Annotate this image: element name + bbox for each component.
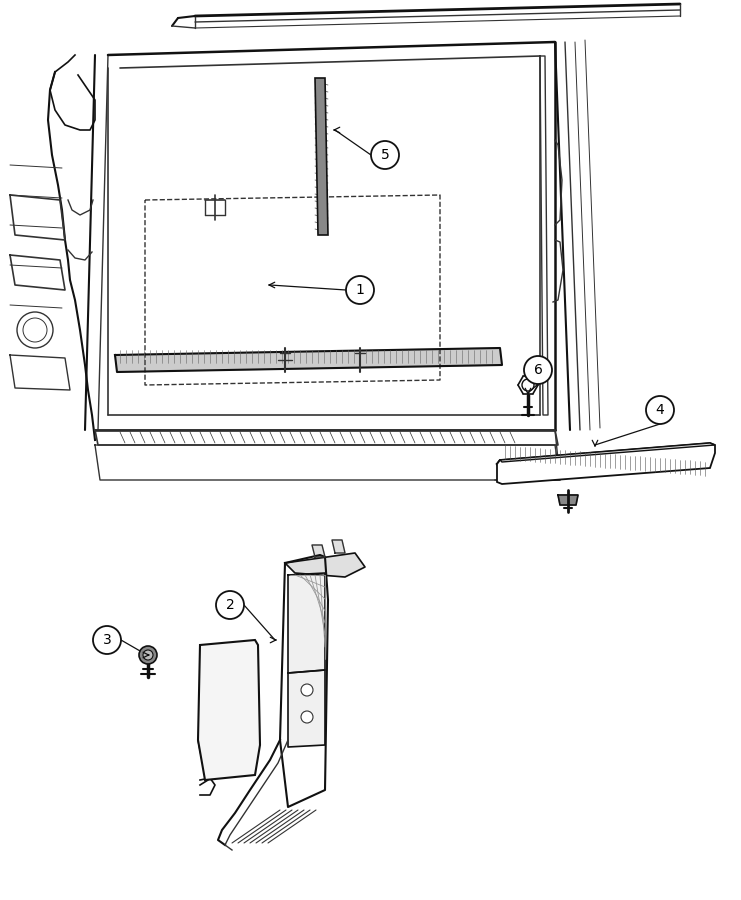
Polygon shape	[198, 640, 260, 780]
Text: 1: 1	[356, 283, 365, 297]
Text: 4: 4	[656, 403, 665, 417]
Circle shape	[524, 356, 552, 384]
Text: 6: 6	[534, 363, 542, 377]
Circle shape	[93, 626, 121, 654]
Polygon shape	[497, 443, 715, 484]
Text: 2: 2	[225, 598, 234, 612]
Circle shape	[646, 396, 674, 424]
Polygon shape	[115, 348, 502, 372]
Circle shape	[371, 141, 399, 169]
Text: 5: 5	[381, 148, 389, 162]
Circle shape	[143, 650, 153, 660]
Circle shape	[346, 276, 374, 304]
Polygon shape	[315, 78, 328, 235]
Polygon shape	[288, 670, 325, 747]
Circle shape	[139, 646, 157, 664]
Polygon shape	[285, 553, 365, 577]
Text: 3: 3	[102, 633, 111, 647]
Circle shape	[301, 711, 313, 723]
Polygon shape	[288, 573, 325, 673]
Circle shape	[301, 684, 313, 696]
Polygon shape	[558, 495, 578, 505]
Polygon shape	[500, 443, 715, 462]
Polygon shape	[497, 460, 502, 468]
Polygon shape	[332, 540, 345, 553]
Circle shape	[216, 591, 244, 619]
Polygon shape	[312, 545, 325, 557]
